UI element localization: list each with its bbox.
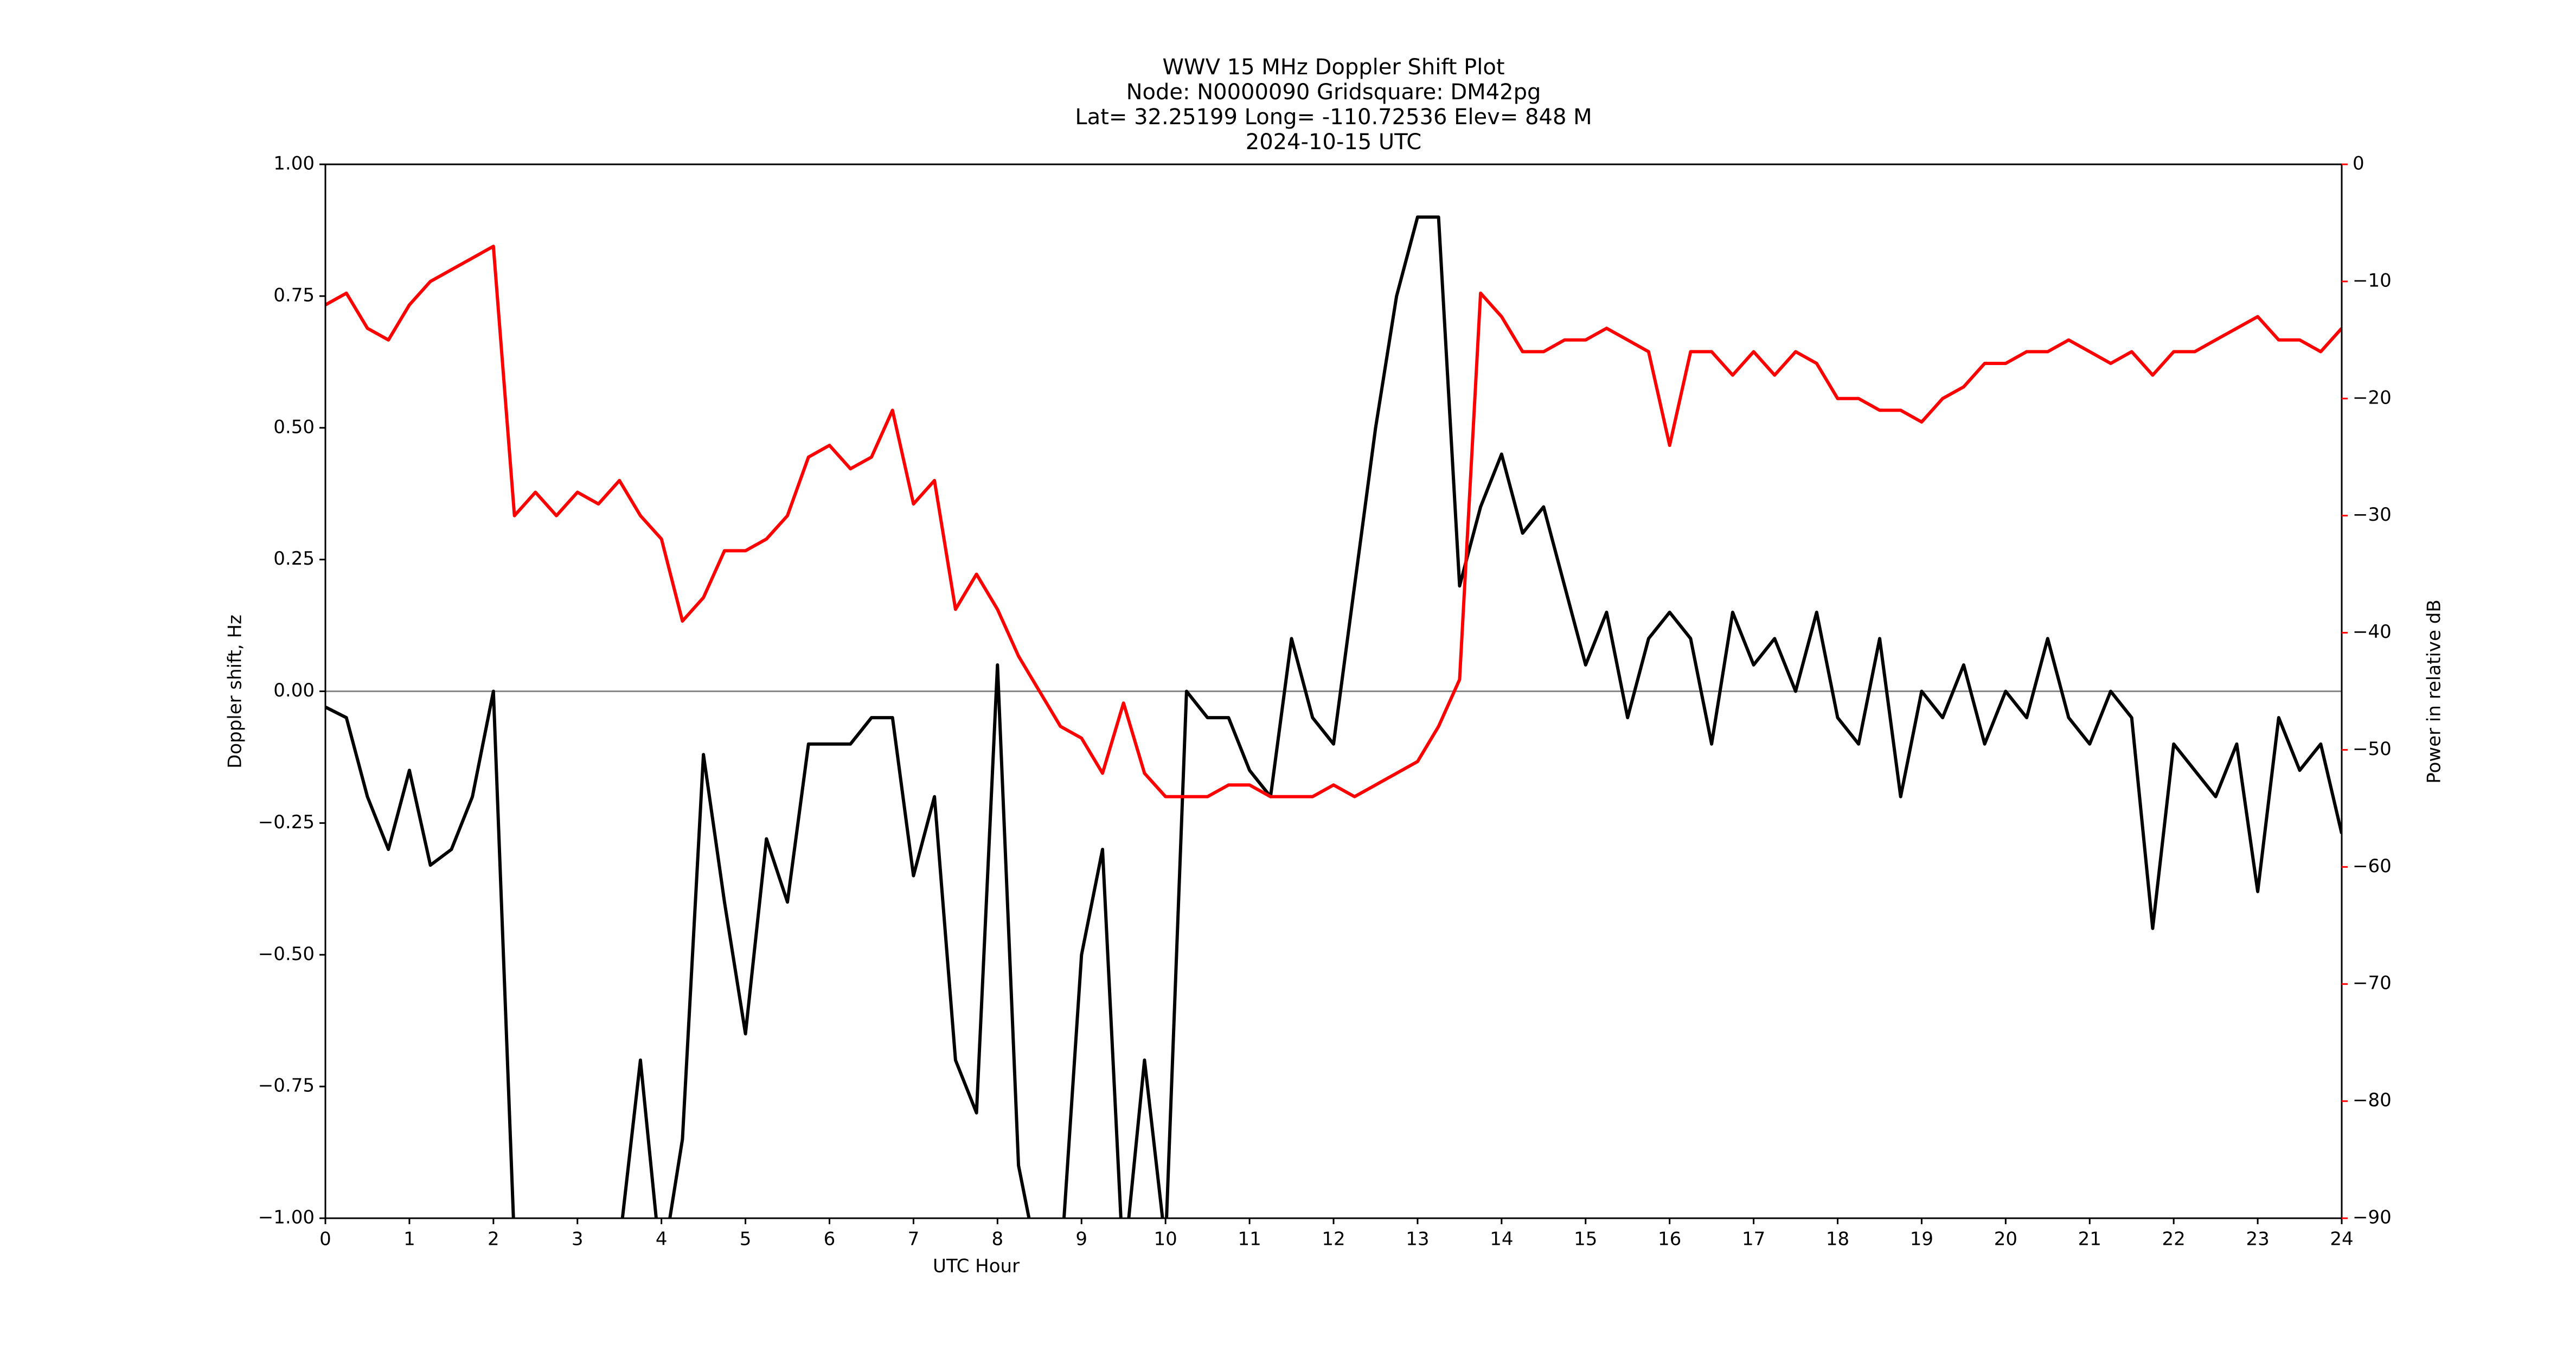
chart-title: Lat= 32.25199 Long= -110.72536 Elev= 848…	[1075, 105, 1592, 130]
x-tick-label: 11	[1238, 1229, 1261, 1250]
y-tick-label: −1.00	[258, 1207, 315, 1229]
x-tick-label: 19	[1910, 1229, 1933, 1250]
x-tick-label: 21	[2078, 1229, 2101, 1250]
y-tick-label: −0.50	[258, 943, 315, 965]
x-tick-label: 12	[1322, 1229, 1345, 1250]
x-tick-label: 2	[488, 1229, 499, 1250]
y2-tick-label: −70	[2353, 973, 2392, 994]
y-tick-label: 0.25	[273, 548, 315, 570]
x-axis-label: UTC Hour	[933, 1256, 1020, 1277]
x-tick-label: 13	[1406, 1229, 1429, 1250]
x-tick-label: 14	[1490, 1229, 1513, 1250]
plot-lines	[325, 215, 2342, 1218]
y2-tick-label: −50	[2353, 738, 2392, 760]
y2-tick-label: −40	[2353, 621, 2392, 643]
x-tick-label: 5	[740, 1229, 752, 1250]
x-tick-label: 23	[2246, 1229, 2269, 1250]
chart-title: WWV 15 MHz Doppler Shift Plot	[1162, 55, 1504, 80]
y-tick-label: 1.00	[273, 153, 315, 175]
x-tick-label: 15	[1574, 1229, 1597, 1250]
y-tick-label: −0.25	[258, 811, 315, 833]
x-tick-label: 6	[824, 1229, 836, 1250]
chart-title: 2024-10-15 UTC	[1246, 130, 1421, 155]
y-axis-label: Doppler shift, Hz	[225, 615, 246, 769]
x-tick-label: 0	[319, 1229, 331, 1250]
x-tick-label: 22	[2162, 1229, 2186, 1250]
x-tick-label: 9	[1075, 1229, 1087, 1250]
chart-title: Node: N0000090 Gridsquare: DM42pg	[1126, 80, 1541, 105]
x-tick-label: 24	[2330, 1229, 2353, 1250]
y-tick-label: 0.00	[273, 680, 315, 701]
y2-axis-label: Power in relative dB	[2424, 599, 2445, 783]
x-tick-label: 17	[1742, 1229, 1765, 1250]
y-tick-label: 0.75	[273, 284, 315, 306]
x-tick-label: 3	[572, 1229, 584, 1250]
data-line	[325, 215, 2342, 1218]
x-tick-label: 4	[656, 1229, 668, 1250]
x-tick-label: 1	[403, 1229, 415, 1250]
y-tick-label: −0.75	[258, 1075, 315, 1097]
y2-tick-label: −90	[2353, 1207, 2392, 1229]
x-tick-label: 20	[1994, 1229, 2017, 1250]
y2-tick-label: −20	[2353, 387, 2392, 408]
y-tick-label: 0.50	[273, 416, 315, 438]
y2-tick-label: −10	[2353, 270, 2392, 291]
x-tick-label: 8	[992, 1229, 1004, 1250]
y2-tick-label: −30	[2353, 504, 2392, 526]
y2-tick-label: −60	[2353, 855, 2392, 877]
x-tick-label: 18	[1826, 1229, 1849, 1250]
x-tick-label: 7	[908, 1229, 920, 1250]
y2-tick-label: 0	[2353, 153, 2364, 175]
data-line	[325, 245, 2342, 798]
x-tick-label: 10	[1154, 1229, 1177, 1250]
y2-tick-label: −80	[2353, 1090, 2392, 1111]
x-tick-label: 16	[1658, 1229, 1681, 1250]
